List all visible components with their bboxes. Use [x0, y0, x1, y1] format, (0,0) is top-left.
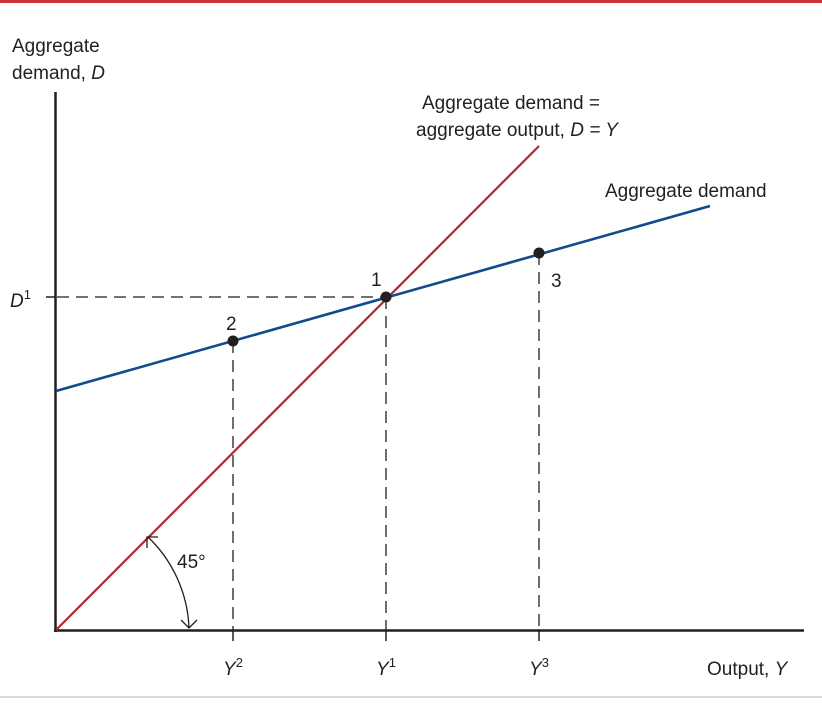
forty-five-line-label-eq: D = Y	[570, 120, 619, 141]
point-3	[533, 247, 545, 259]
y1-var: Y	[376, 659, 390, 680]
y1-tick-label: Y1	[376, 655, 396, 680]
y-axis-label-line2: demand, D	[12, 63, 105, 84]
equilibrium-point-1	[380, 291, 392, 303]
y-axis-label-var: D	[91, 63, 105, 84]
angle-arc	[147, 536, 190, 629]
d1-var: D	[10, 291, 24, 312]
x-axis-label-var: Y	[775, 659, 789, 680]
aggregate-demand-label: Aggregate demand	[605, 181, 767, 202]
point-3-label: 3	[551, 271, 562, 292]
y3-sup: 3	[542, 655, 549, 670]
forty-five-line-label-text: aggregate output,	[416, 120, 570, 141]
angle-arrowhead-top	[146, 536, 158, 548]
forty-five-degree-line	[55, 145, 540, 631]
point-2-label: 2	[226, 314, 237, 335]
point-2	[227, 335, 239, 347]
x-axis-label: Output, Y	[707, 659, 789, 680]
point-1-label: 1	[371, 270, 382, 291]
y-axis-label-line1: Aggregate	[12, 36, 100, 57]
y2-var: Y	[223, 659, 237, 680]
y3-tick-label: Y3	[529, 655, 549, 680]
angle-arrowhead-bottom	[180, 619, 198, 629]
y2-sup: 2	[236, 655, 243, 670]
forty-five-line-label-line2: aggregate output, D = Y	[416, 120, 619, 141]
angle-label: 45°	[177, 552, 206, 573]
forty-five-line-label-line1: Aggregate demand =	[422, 93, 600, 114]
d1-sup: 1	[24, 287, 31, 302]
d1-tick-label: D1	[10, 287, 31, 312]
y2-tick-label: Y2	[223, 655, 243, 680]
y-axis-label-text: demand,	[12, 63, 91, 84]
x-axis-label-text: Output,	[707, 659, 775, 680]
y1-sup: 1	[389, 655, 396, 670]
y3-var: Y	[529, 659, 543, 680]
